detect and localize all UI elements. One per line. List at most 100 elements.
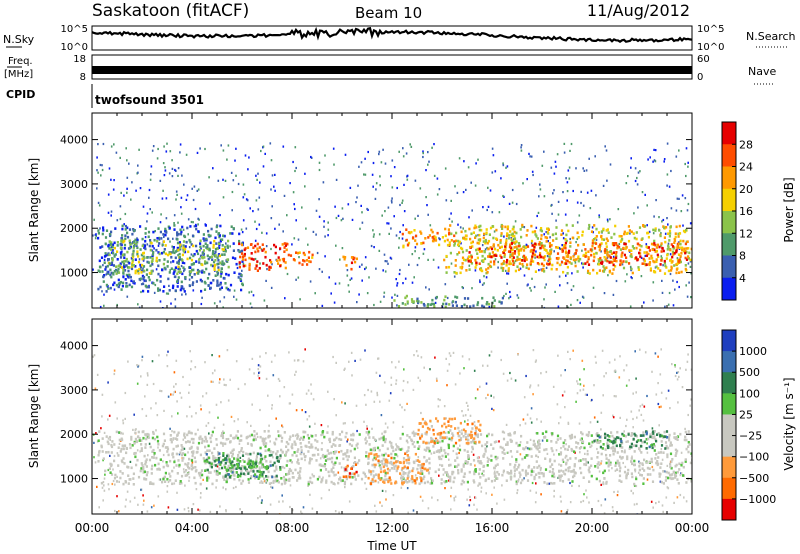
colorbar-tick-label: 24 [739, 161, 753, 174]
scatter-cell [519, 424, 521, 427]
region-cell [569, 245, 572, 248]
region-cell [309, 480, 312, 484]
region-cell [407, 231, 410, 234]
scatter-cell [540, 372, 542, 375]
scatter-cell [271, 407, 273, 410]
scatter-cell [514, 379, 517, 382]
region-cell [469, 463, 472, 466]
region-cell [574, 264, 577, 268]
region-cell [163, 285, 166, 288]
region-cell [117, 267, 120, 271]
scatter-cell [324, 235, 326, 238]
scatter-cell [162, 189, 164, 192]
scatter-cell [681, 386, 684, 389]
region-cell [654, 227, 657, 230]
region-cell [591, 248, 594, 251]
region-cell [406, 243, 410, 247]
region-cell [538, 450, 541, 453]
scatter-cell [430, 452, 433, 455]
scatter-cell [491, 211, 494, 214]
scatter-cell [373, 246, 375, 249]
scatter-cell [473, 421, 476, 424]
region-cell [128, 239, 131, 243]
region-cell [357, 474, 360, 477]
scatter-cell [680, 451, 683, 454]
region-cell [190, 445, 193, 449]
region-cell [602, 482, 605, 486]
region-cell [522, 265, 525, 268]
region-cell [254, 476, 257, 480]
scatter-cell [274, 227, 276, 230]
region-cell [618, 245, 621, 249]
region-cell [683, 247, 686, 251]
scatter-cell [578, 214, 581, 217]
colorbar-segment [722, 122, 736, 145]
scatter-cell [566, 508, 569, 512]
region-cell [238, 272, 241, 276]
scatter-cell [635, 476, 637, 479]
scatter-cell [434, 356, 436, 359]
region-cell [162, 262, 165, 266]
region-cell [134, 437, 137, 441]
scatter-cell [572, 189, 574, 193]
region-cell [567, 478, 570, 481]
scatter-cell [150, 173, 152, 176]
scatter-cell [619, 416, 621, 419]
region-cell [321, 479, 324, 482]
region-cell [220, 262, 223, 266]
region-cell [308, 260, 311, 263]
region-cell [533, 230, 537, 233]
region-cell [428, 457, 431, 460]
scatter-cell [634, 470, 637, 473]
region-cell [594, 465, 597, 468]
region-cell [211, 482, 214, 486]
region-cell [177, 459, 180, 462]
scatter-cell [146, 383, 149, 386]
scatter-cell [230, 415, 233, 418]
scatter-cell [231, 209, 233, 212]
region-cell [265, 459, 268, 463]
region-cell [168, 289, 171, 292]
scatter-cell [257, 208, 260, 211]
region-cell [605, 453, 608, 457]
scatter-cell [114, 509, 116, 513]
scatter-cell [307, 484, 309, 487]
scatter-cell [630, 410, 633, 413]
region-cell [675, 263, 678, 266]
region-cell [104, 242, 107, 246]
region-cell [507, 267, 510, 270]
scatter-cell [584, 452, 586, 455]
region-cell [448, 231, 451, 235]
region-cell [661, 246, 664, 250]
region-cell [175, 250, 178, 253]
region-cell [125, 257, 128, 261]
scatter-cell [602, 394, 604, 397]
region-cell [150, 482, 153, 485]
scatter-cell [227, 399, 230, 402]
region-cell [205, 237, 208, 241]
region-cell [564, 468, 567, 472]
scatter-cell [142, 205, 145, 208]
region-cell [184, 276, 187, 279]
scatter-cell [471, 287, 473, 290]
scatter-cell [162, 460, 164, 463]
region-cell [279, 264, 282, 268]
region-cell [142, 289, 145, 293]
scatter-cell [396, 294, 399, 297]
region-cell [153, 452, 156, 455]
region-cell [243, 252, 246, 256]
region-cell [541, 269, 544, 272]
region-cell [176, 272, 179, 276]
scatter-cell [116, 219, 119, 222]
region-cell [166, 450, 169, 453]
region-cell [240, 288, 243, 292]
scatter-cell [396, 304, 398, 307]
region-cell [569, 437, 572, 440]
scatter-cell [171, 159, 173, 162]
region-cell [283, 431, 286, 434]
scatter-cell [233, 420, 236, 423]
scatter-cell [637, 471, 640, 474]
region-cell [415, 234, 418, 238]
region-cell [660, 244, 663, 247]
region-cell [187, 465, 190, 469]
